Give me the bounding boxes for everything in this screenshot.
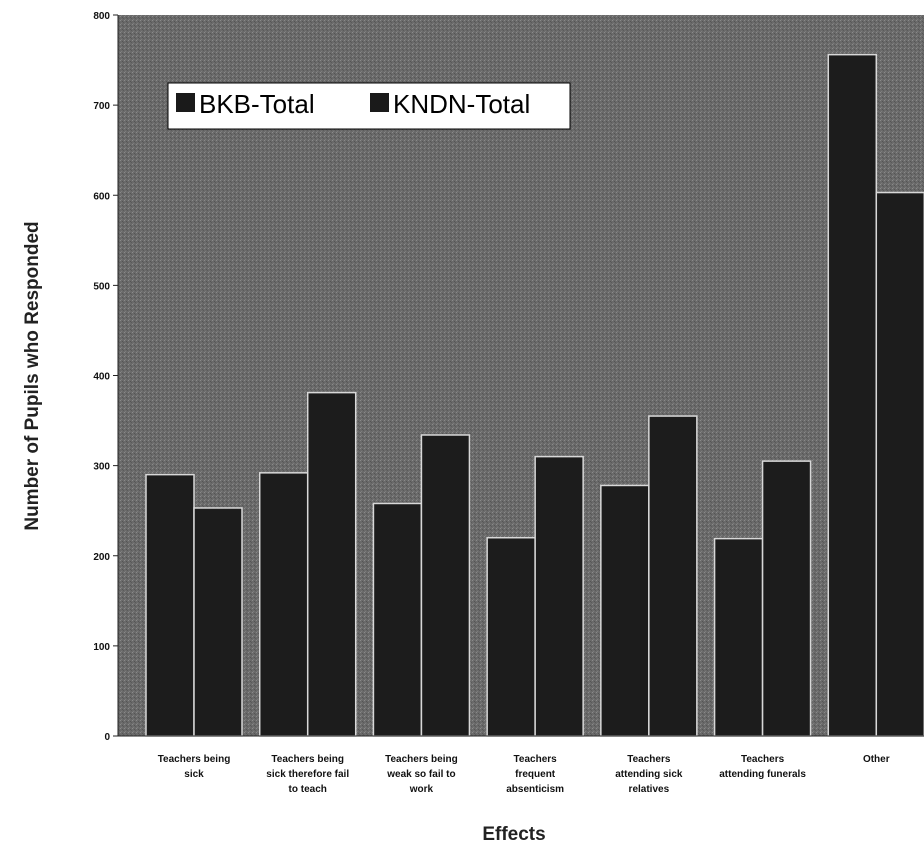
bar-bkb-7 [827, 53, 878, 737]
y-axis-title: Number of Pupils who Responded [22, 221, 43, 530]
bar-kndn-4 [534, 455, 584, 737]
y-tick-label: 800 [93, 11, 110, 22]
bar-kndn-3 [420, 434, 471, 737]
x-category-label: Teachers being weak so fail to work [385, 754, 458, 795]
bar-bkb-1 [145, 473, 195, 737]
legend-box [167, 82, 571, 130]
y-tick-label: 300 [93, 462, 110, 473]
bar-bkb-6 [713, 537, 764, 737]
bar-kndn-5 [648, 415, 698, 737]
x-category-label: Teachers being sick therefore fail to teac… [266, 754, 349, 795]
y-tick-label: 200 [93, 552, 110, 563]
y-tick-label: 0 [104, 732, 110, 743]
x-axis-title: Effects [482, 824, 545, 845]
bar-bkb-5 [600, 484, 650, 737]
y-tick-label: 700 [93, 101, 110, 112]
legend-swatch-kndn [370, 93, 389, 112]
bar-kndn-1 [193, 507, 243, 737]
x-category-label: Teachers attending funerals [719, 754, 806, 780]
x-category-label: Teachers attending sick relatives [615, 754, 683, 795]
y-tick-label: 100 [93, 642, 110, 653]
y-tick-label: 400 [93, 372, 110, 383]
x-axis-category-labels: Teachers being sick Teachers being sick the… [158, 754, 890, 795]
bar-bkb-2 [258, 472, 309, 737]
y-tick-label: 500 [93, 281, 110, 292]
bar-bkb-4 [486, 536, 536, 737]
legend-swatch-bkb [176, 93, 195, 112]
x-category-label: Teachers being sick [158, 754, 231, 780]
x-category-label: Teachers frequent absenticism [506, 754, 564, 795]
y-tick-label: 600 [93, 191, 110, 202]
legend-label-bkb: BKB-Total [199, 89, 315, 119]
bar-kndn-2 [306, 391, 357, 737]
y-axis-ticks: 0 100 200 300 400 500 600 700 800 [93, 11, 118, 743]
bar-kndn-7 [875, 191, 924, 737]
bar-kndn-6 [761, 460, 812, 737]
legend-label-kndn: KNDN-Total [393, 89, 530, 119]
bar-bkb-3 [372, 502, 423, 737]
bars-group [145, 53, 924, 737]
x-category-label: Other [863, 754, 890, 765]
legend: BKB-Total KNDN-Total [167, 82, 571, 130]
